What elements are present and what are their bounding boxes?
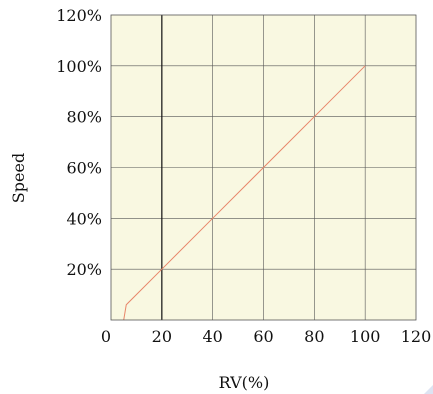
x-tick-label-60: 60	[253, 327, 273, 346]
plot-border	[110, 14, 417, 321]
x-tick-label-20: 20	[152, 327, 172, 346]
y-tick-label-80: 80%	[66, 108, 102, 127]
y-tick-label-40: 40%	[66, 209, 102, 228]
x-axis-title: RV(%)	[219, 373, 270, 392]
y-tick-label-20: 20%	[66, 260, 102, 279]
y-tick-label-100: 100%	[56, 57, 102, 76]
x-tick-label-0: 0	[101, 327, 111, 346]
x-tick-label-40: 40	[202, 327, 222, 346]
x-tick-label-100: 100	[350, 327, 381, 346]
series-line-0	[123, 65, 366, 321]
corner-mark	[424, 385, 433, 394]
x-tick-labels: 0 20 40 60 80 100 120	[101, 327, 431, 346]
y-tick-label-120: 120%	[56, 6, 102, 25]
x-tick-label-120: 120	[401, 327, 432, 346]
y-tick-label-60: 60%	[66, 159, 102, 178]
series-group	[123, 65, 366, 321]
y-tick-labels: 20% 40% 60% 80% 100% 120%	[56, 6, 102, 279]
y-axis-title: Speed	[9, 153, 28, 203]
x-tick-label-80: 80	[304, 327, 324, 346]
